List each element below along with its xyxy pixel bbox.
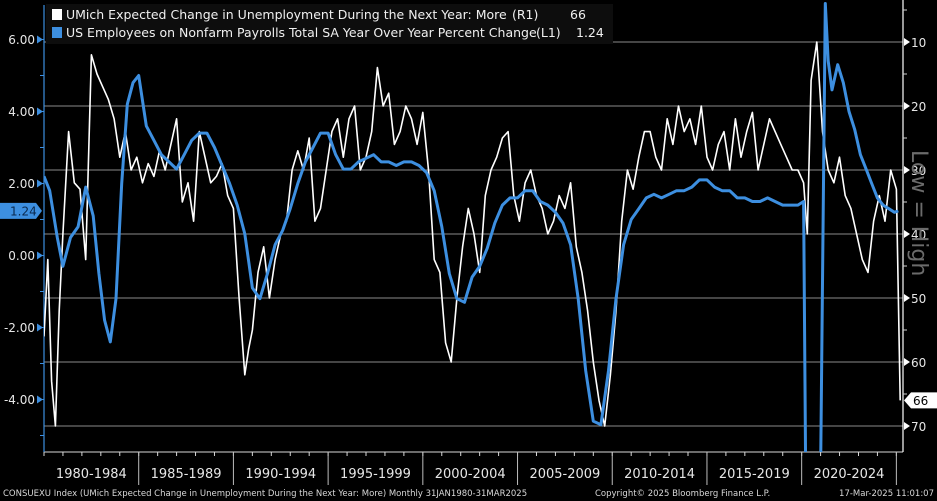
footer-timestamp: 17-Mar-2025 11:01:07 [839, 489, 934, 499]
right-current-marker: 66 [904, 392, 937, 409]
left-axis-tick [37, 179, 43, 188]
right-axis-tick [904, 422, 910, 430]
legend-swatch-umich [52, 9, 62, 20]
right-axis-tick [904, 294, 910, 302]
right-axis-tick [904, 166, 910, 174]
x-axis-tick-label: 2015-2019 [719, 467, 790, 482]
left-axis-tick-label: 0.00 [8, 249, 35, 263]
legend-tag-umich: (R1) [512, 7, 538, 22]
series-line-payrolls [44, 2, 899, 452]
right-current-marker-shape [904, 392, 937, 409]
left-axis-tick [37, 323, 43, 332]
x-axis-tick-label: 1985-1989 [151, 467, 222, 482]
right-axis: 10 20 30 40 50 60 70 [902, 0, 926, 452]
legend-label-payrolls: US Employees on Nonfarm Payrolls Total S… [66, 25, 537, 40]
right-axis-tick-label: 20 [911, 100, 926, 114]
right-axis-annotation: Low = High [906, 150, 931, 276]
left-current-marker-shape [0, 202, 42, 219]
right-axis-tick-label: 40 [911, 228, 926, 242]
left-axis-tick [37, 35, 43, 44]
legend-label-umich: UMich Expected Change in Unemployment Du… [66, 7, 507, 22]
footer-copyright: Copyright© 2025 Bloomberg Finance L.P. [595, 489, 770, 499]
left-axis-tick-label: 4.00 [8, 105, 35, 119]
right-current-value: 66 [913, 394, 928, 408]
left-current-value: 1.24 [10, 204, 37, 218]
x-axis-tick-label: 1995-1999 [340, 467, 411, 482]
legend: UMich Expected Change in Unemployment Du… [46, 4, 613, 44]
left-axis-tick-label: -2.00 [4, 321, 35, 335]
right-axis-tick-label: 50 [911, 292, 926, 306]
x-axis-tick-label: 2010-2014 [624, 467, 695, 482]
left-axis-tick [37, 251, 43, 260]
right-axis-tick-label: 70 [911, 420, 926, 434]
footer: CONSUEXU Index (UMich Expected Change in… [3, 489, 934, 499]
right-axis-tick [904, 230, 910, 238]
right-axis-tick-label: 60 [911, 356, 926, 370]
x-axis-tick-label: 2000-2004 [435, 467, 506, 482]
right-axis-tick [904, 102, 910, 110]
legend-swatch-payrolls [52, 27, 62, 38]
right-axis-tick-label: 30 [911, 164, 926, 178]
left-axis-tick-label: 6.00 [8, 33, 35, 47]
footer-source: CONSUEXU Index (UMich Expected Change in… [3, 489, 527, 499]
series-lines [44, 2, 901, 452]
left-axis-tick [37, 395, 43, 404]
right-axis-tick [904, 38, 910, 46]
x-axis-tick-label: 1980-1984 [56, 467, 127, 482]
legend-value-payrolls: 1.24 [576, 25, 604, 40]
series-line-umich [44, 41, 901, 427]
legend-value-umich: 66 [570, 7, 586, 22]
left-axis-tick-label: -4.00 [4, 393, 35, 407]
left-axis-tick [37, 107, 43, 116]
right-axis-tick [904, 358, 910, 366]
x-axis: 1980-1984 1985-1989 1990-1994 1995-1999 2000… [43, 451, 903, 485]
x-axis-tick-label: 1990-1994 [245, 467, 316, 482]
left-axis: 6.00 4.00 2.00 0.00 -2.00 -4.00 [4, 5, 45, 452]
left-current-marker: 1.24 [0, 202, 42, 219]
right-axis-tick-label: 10 [911, 36, 926, 50]
legend-background [46, 4, 613, 44]
x-axis-tick-label: 2020-2024 [814, 467, 885, 482]
x-axis-tick-label: 2005-2009 [529, 467, 600, 482]
left-axis-tick-label: 2.00 [8, 177, 35, 191]
legend-tag-payrolls: (L1) [536, 25, 561, 40]
